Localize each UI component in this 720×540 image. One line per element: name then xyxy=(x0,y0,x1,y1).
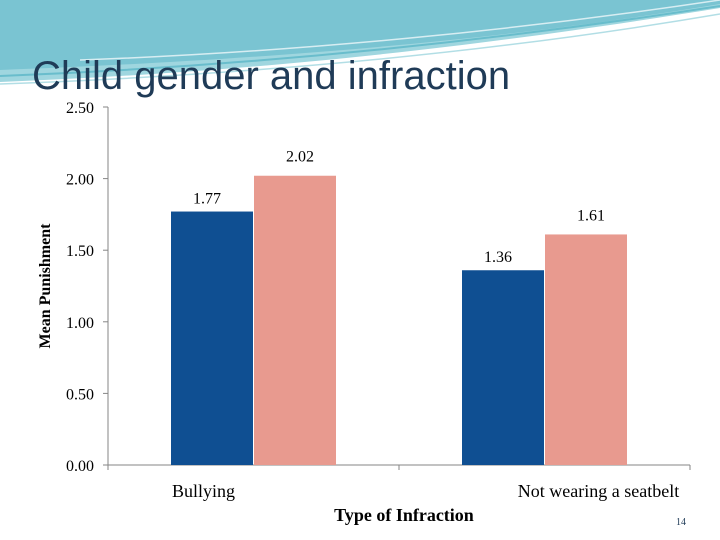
header-swoosh-decoration xyxy=(0,0,720,85)
bar-1 xyxy=(171,211,253,465)
x-category-label: Not wearing a seatbelt xyxy=(518,481,679,501)
y-tick-label: 0.00 xyxy=(66,458,94,475)
bar-value-label: 1.61 xyxy=(577,207,605,224)
y-axis-title: Mean Punishment xyxy=(37,223,54,349)
y-tick-label: 1.00 xyxy=(66,315,94,332)
bar-2 xyxy=(545,234,627,465)
x-category-label: Bullying xyxy=(172,481,235,501)
y-tick-label: 2.00 xyxy=(66,172,94,189)
slide-title: Child gender and infraction xyxy=(32,54,511,98)
bar-value-label: 2.02 xyxy=(286,149,314,166)
page-number: 14 xyxy=(676,517,686,528)
bar-2 xyxy=(254,175,336,465)
bar-value-label: 1.77 xyxy=(193,191,221,208)
y-tick-label: 1.50 xyxy=(66,243,94,260)
bar-value-label: 1.36 xyxy=(484,249,512,266)
x-axis-title: Type of Infraction xyxy=(334,505,474,525)
y-tick-label: 0.50 xyxy=(66,386,94,403)
bar-1 xyxy=(462,270,544,465)
y-tick-label: 2.50 xyxy=(66,100,94,117)
